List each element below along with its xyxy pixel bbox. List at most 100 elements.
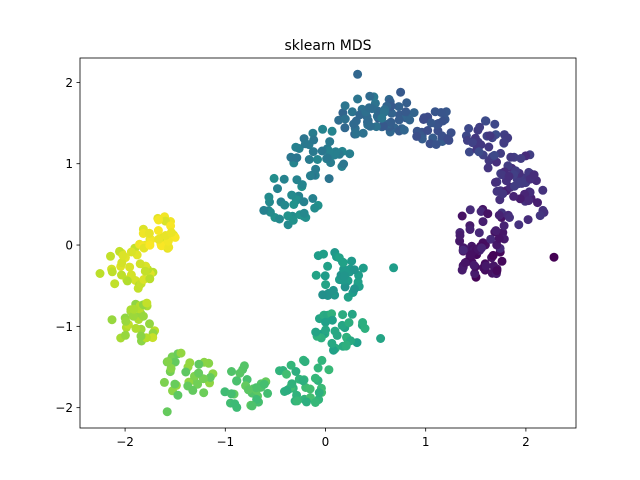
data-point bbox=[477, 243, 487, 253]
data-point bbox=[409, 108, 419, 118]
data-point bbox=[298, 376, 308, 386]
data-point bbox=[347, 256, 357, 266]
data-point bbox=[145, 274, 155, 284]
data-point bbox=[431, 140, 441, 149]
data-point bbox=[292, 175, 302, 185]
data-point bbox=[294, 144, 304, 153]
data-point bbox=[340, 271, 350, 281]
data-point bbox=[327, 338, 337, 348]
data-point bbox=[321, 280, 331, 290]
data-point bbox=[322, 153, 332, 163]
data-point bbox=[227, 367, 236, 376]
data-point bbox=[394, 115, 404, 125]
data-point bbox=[485, 131, 495, 141]
data-point bbox=[358, 128, 368, 138]
data-point bbox=[492, 266, 502, 276]
data-point bbox=[499, 137, 509, 147]
data-point bbox=[474, 147, 484, 157]
data-point bbox=[232, 376, 242, 386]
data-point bbox=[499, 221, 509, 231]
data-point bbox=[345, 149, 355, 159]
data-point bbox=[535, 211, 545, 221]
data-point bbox=[344, 318, 354, 328]
data-point bbox=[251, 383, 261, 393]
data-point bbox=[438, 116, 448, 126]
data-point bbox=[173, 390, 183, 400]
data-point bbox=[358, 318, 368, 327]
x-tick-label: −2 bbox=[116, 435, 134, 449]
data-point bbox=[126, 247, 136, 257]
data-point bbox=[466, 250, 476, 260]
data-point bbox=[457, 211, 467, 221]
data-point bbox=[480, 116, 490, 126]
data-point bbox=[317, 355, 327, 365]
data-point bbox=[509, 191, 519, 201]
data-point bbox=[533, 198, 542, 208]
data-point bbox=[194, 359, 204, 369]
data-point bbox=[259, 205, 269, 215]
data-point bbox=[318, 124, 328, 134]
data-point bbox=[291, 367, 301, 376]
data-point bbox=[337, 320, 347, 330]
data-point bbox=[498, 189, 508, 199]
data-point bbox=[299, 197, 309, 207]
data-point bbox=[329, 345, 338, 355]
data-point bbox=[142, 298, 152, 308]
data-point bbox=[387, 108, 397, 118]
data-point bbox=[252, 394, 262, 404]
chart-title: sklearn MDS bbox=[284, 38, 371, 54]
data-point bbox=[483, 163, 493, 173]
x-tick-label: 0 bbox=[322, 435, 330, 449]
data-point bbox=[308, 147, 318, 157]
data-point bbox=[402, 98, 412, 108]
y-tick-label: −1 bbox=[55, 320, 73, 334]
data-point bbox=[505, 213, 514, 222]
data-point bbox=[287, 379, 297, 389]
data-point bbox=[287, 190, 297, 200]
data-point bbox=[358, 263, 368, 273]
data-point bbox=[304, 155, 314, 164]
data-point bbox=[308, 194, 318, 203]
x-tick-label: −1 bbox=[216, 435, 234, 449]
data-point bbox=[308, 128, 318, 138]
data-point bbox=[486, 234, 496, 244]
data-point bbox=[394, 102, 404, 112]
data-point bbox=[396, 87, 406, 97]
data-point bbox=[419, 115, 428, 124]
data-point bbox=[494, 210, 504, 220]
data-point bbox=[280, 200, 290, 210]
data-point bbox=[286, 360, 296, 370]
data-point bbox=[338, 258, 348, 268]
data-point bbox=[264, 192, 274, 202]
data-point bbox=[145, 319, 154, 329]
data-point bbox=[283, 211, 293, 221]
data-point bbox=[159, 377, 169, 387]
data-point bbox=[300, 139, 310, 149]
data-point bbox=[489, 150, 499, 160]
data-point bbox=[399, 125, 409, 135]
data-point bbox=[140, 266, 150, 276]
data-point bbox=[148, 333, 158, 343]
data-point bbox=[154, 215, 163, 225]
data-point bbox=[302, 397, 311, 407]
data-point bbox=[309, 135, 319, 145]
data-point bbox=[389, 263, 399, 273]
data-point bbox=[199, 388, 209, 398]
data-point bbox=[300, 357, 310, 367]
data-point bbox=[378, 121, 388, 131]
data-point bbox=[497, 256, 507, 266]
data-point bbox=[523, 215, 533, 225]
data-point bbox=[494, 234, 504, 244]
data-point bbox=[121, 316, 131, 326]
data-point bbox=[468, 138, 478, 148]
data-point bbox=[163, 357, 173, 367]
x-tick-label: 1 bbox=[422, 435, 430, 449]
data-point bbox=[289, 200, 299, 209]
data-point bbox=[347, 309, 357, 319]
data-point bbox=[339, 159, 349, 169]
data-point bbox=[364, 103, 374, 113]
data-point bbox=[464, 124, 474, 133]
data-point bbox=[239, 361, 249, 371]
data-point bbox=[524, 196, 534, 206]
